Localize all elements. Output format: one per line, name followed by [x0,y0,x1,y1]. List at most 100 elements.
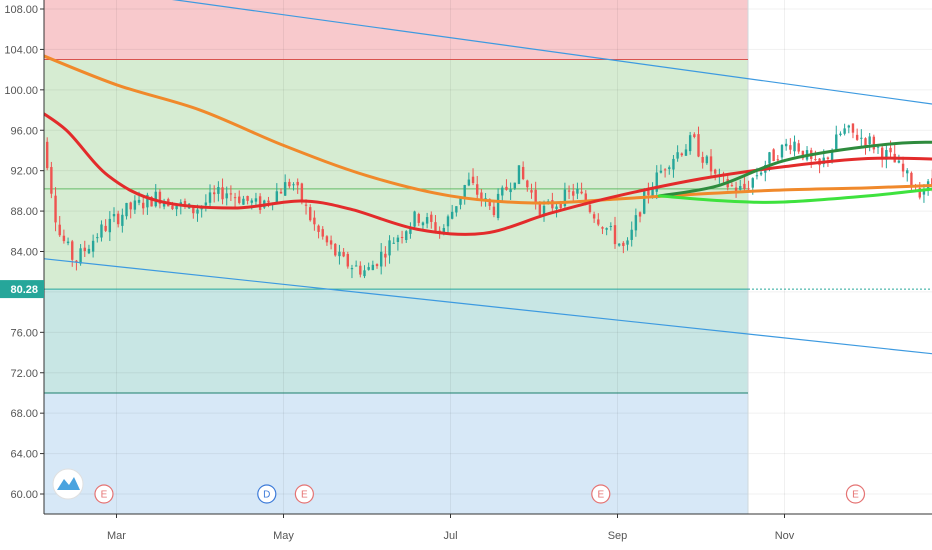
candle-body [672,158,675,170]
candle-body [555,206,558,209]
candle-body [743,183,746,189]
candle-body [400,237,404,239]
price-label-box [0,280,44,299]
candle-body [396,237,400,242]
candle-body [225,193,228,199]
candle-body [588,204,592,213]
candle-body [542,205,546,215]
candle-body [375,264,379,267]
candle-body [421,222,425,226]
candle-body [613,225,617,245]
marker-label: E [101,490,108,501]
candle-body [96,237,99,239]
candle-body [54,195,57,223]
candle-body [463,185,466,198]
candle-body [405,231,408,241]
candle-body [304,204,308,206]
candle-body [713,169,717,174]
candle-body [751,178,754,188]
earnings-marker[interactable]: E [94,484,114,504]
candle-body [317,225,320,232]
price-tick-label: 100.00 [4,85,38,97]
price-axis[interactable]: 60.0064.0068.0072.0076.0080.0084.0088.00… [0,0,45,550]
earnings-marker[interactable]: E [294,484,314,504]
trend-lines[interactable] [32,0,932,474]
candle-body [471,176,475,184]
price-tick-label: 96.00 [10,125,38,137]
candle-body [129,202,132,210]
earnings-markers[interactable]: EDEEEEEE [94,484,932,504]
candle-body [592,214,596,219]
candle-body [617,243,621,246]
candle-body [171,205,174,210]
time-tick-label: Nov [775,530,795,542]
trend-line[interactable] [32,256,932,450]
candle-body [572,191,575,196]
candle-body [530,190,533,193]
candle-body [430,214,433,222]
marker-label: E [597,490,604,501]
earnings-marker[interactable]: E [591,484,611,504]
candle-body [146,194,149,208]
candle-body [634,215,638,231]
candle-body [258,196,262,210]
candle-body [116,213,120,225]
candle-body [580,191,583,194]
dividend-marker[interactable]: D [257,484,277,504]
price-tick-label: 84.00 [10,247,38,259]
candle-body [450,211,454,219]
candle-body [325,236,329,243]
earnings-marker[interactable]: E [845,484,866,504]
candle-body [880,147,884,160]
candle-body [321,229,324,237]
candle-body [501,187,504,196]
candle-body [563,189,567,207]
candle-body [413,211,416,227]
candle-body [100,224,103,238]
candle-body [342,252,345,257]
candle-body [734,187,738,192]
candle-body [112,214,116,217]
candle-body [425,217,429,224]
candle-body [910,172,913,188]
candle-body [897,160,901,163]
candle-body [597,219,600,225]
candle-body [354,265,358,267]
candle-body [739,186,742,190]
candle-body [684,149,688,156]
candle-body [121,214,124,226]
candle-body [609,225,613,227]
candle-body [62,235,66,242]
tradingview-logo [52,468,84,500]
trend-line[interactable] [58,0,932,227]
candle-body [300,183,304,203]
candle-body [513,182,516,189]
candle-body [622,242,625,246]
candle-body [283,182,287,196]
candle-body [814,159,817,161]
candle-body [359,265,362,275]
candle-body [668,167,671,170]
candle-body [709,156,713,172]
candle-body [309,207,312,221]
price-tick-label: 72.00 [10,368,38,380]
candle-body [313,217,316,225]
price-tick-label: 68.00 [10,408,38,420]
candle-body [526,180,529,188]
candle-body [680,153,683,156]
candle-body [438,230,441,232]
candle-body [250,200,253,203]
price-tick-label: 64.00 [10,449,38,461]
time-axis[interactable]: MarMayJulSepNov2020MarMayJulSep [44,513,932,550]
candle-body [860,137,863,139]
candle-body [776,159,780,161]
candle-body [772,149,775,162]
marker-circle [591,484,611,504]
candle-body [329,240,333,245]
price-label-text: 80.28 [10,284,38,296]
candle-body [288,181,291,187]
candle-body [246,195,249,201]
candle-body [851,123,855,133]
candle-body [638,212,642,217]
